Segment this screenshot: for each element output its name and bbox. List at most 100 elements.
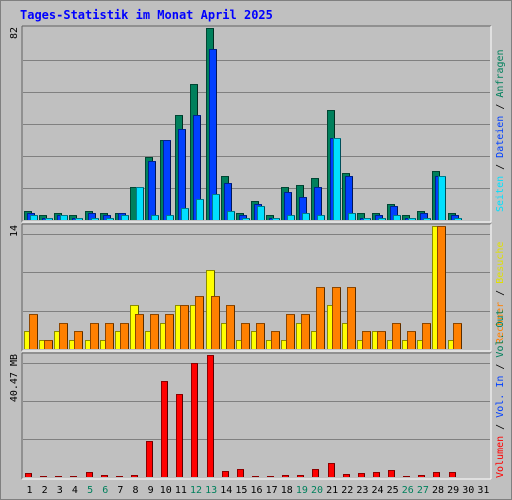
- bar-rechner-day-26: [407, 331, 416, 349]
- bar-seiten-day-9: [151, 215, 159, 220]
- bar-dateien-day-11: [178, 129, 186, 220]
- bar-dateien-day-13: [209, 49, 217, 220]
- bar-anfragen-day-4: [69, 215, 77, 220]
- panel-background: [22, 353, 491, 479]
- bar-dateien-day-10: [163, 140, 171, 220]
- x-tick-label-day-3: 3: [57, 485, 63, 496]
- bar-rechner-day-10: [165, 314, 174, 349]
- bar-rechner-day-15: [241, 323, 250, 349]
- bar-seiten-day-14: [227, 211, 235, 220]
- bar-volumen-day-25: [388, 470, 395, 477]
- bar-rechner-day-7: [120, 323, 129, 349]
- bar-dateien-day-24: [375, 215, 383, 220]
- panel-1: [21, 25, 492, 223]
- x-tick-label-day-8: 8: [132, 485, 138, 496]
- bar-rechner-day-3: [59, 323, 68, 349]
- bar-volumen-day-3: [55, 476, 62, 477]
- bar-volumen-day-1: [25, 473, 32, 477]
- bar-volumen-day-19: [297, 475, 304, 477]
- x-tick-label-day-11: 11: [175, 485, 187, 496]
- bar-rechner-day-12: [195, 296, 204, 349]
- x-tick-label-day-4: 4: [72, 485, 78, 496]
- x-tick-label-day-7: 7: [117, 485, 123, 496]
- legend-volumen: Volumen: [495, 436, 506, 478]
- bar-volumen-day-8: [131, 475, 138, 477]
- legend-visits-panel: Rechner / Besuche: [495, 242, 506, 344]
- bar-rechner-day-19: [301, 314, 310, 349]
- bar-volumen-day-14: [222, 471, 229, 477]
- x-tick-label-day-15: 15: [235, 485, 247, 496]
- bar-rechner-day-24: [377, 331, 386, 349]
- bar-seiten-day-10: [166, 215, 174, 220]
- x-tick-label-day-21: 21: [326, 485, 338, 496]
- x-tick-label-day-22: 22: [341, 485, 353, 496]
- x-tick-label-day-12: 12: [190, 485, 202, 496]
- bar-dateien-day-29: [451, 215, 459, 220]
- bar-rechner-day-13: [211, 296, 220, 349]
- bar-volumen-day-15: [237, 469, 244, 477]
- bar-seiten-day-7: [121, 215, 129, 220]
- legend-separator: /: [495, 98, 506, 116]
- bar-seiten-day-11: [181, 208, 189, 220]
- bar-seiten-day-16: [257, 206, 265, 220]
- bar-rechner-day-4: [74, 331, 83, 349]
- bar-rechner-day-8: [135, 314, 144, 349]
- bar-anfragen-day-23: [357, 213, 365, 220]
- bar-seiten-day-5: [91, 218, 99, 220]
- bar-rechner-day-11: [180, 305, 189, 349]
- x-tick-label-day-5: 5: [87, 485, 93, 496]
- bar-rechner-day-14: [226, 305, 235, 349]
- legend-vol-out: Vol. Out: [495, 309, 506, 357]
- x-tick-label-day-26: 26: [402, 485, 414, 496]
- bar-seiten-day-27: [423, 218, 431, 220]
- bar-volumen-day-18: [282, 475, 289, 477]
- bar-volumen-day-5: [86, 472, 93, 477]
- bar-rechner-day-22: [347, 287, 356, 349]
- bar-seiten-day-20: [317, 215, 325, 220]
- bar-volumen-day-26: [403, 476, 410, 477]
- legend-separator: /: [495, 284, 506, 302]
- panel-2: [21, 223, 492, 352]
- legend-vol-in: Vol. In: [495, 376, 506, 418]
- x-tick-label-day-24: 24: [372, 485, 384, 496]
- bar-seiten-day-8: [136, 187, 144, 220]
- legend-volume-panel: Volumen / Vol. In / Vol. Out: [495, 309, 506, 478]
- bar-volumen-day-7: [116, 476, 123, 477]
- x-tick-label-day-16: 16: [250, 485, 262, 496]
- bar-volumen-day-4: [70, 476, 77, 477]
- x-tick-label-day-27: 27: [417, 485, 429, 496]
- bar-volumen-day-12: [191, 363, 198, 477]
- bar-dateien-day-12: [193, 115, 201, 220]
- bar-dateien-day-19: [299, 197, 307, 220]
- bar-volumen-day-24: [373, 472, 380, 477]
- bar-rechner-day-23: [362, 331, 371, 349]
- chart-title: Tages-Statistik im Monat April 2025: [20, 8, 273, 22]
- bar-volumen-day-9: [146, 441, 153, 477]
- bar-dateien-day-6: [103, 215, 111, 220]
- x-tick-label-day-14: 14: [220, 485, 232, 496]
- bar-rechner-day-1: [29, 314, 38, 349]
- bar-rechner-day-16: [256, 323, 265, 349]
- bar-seiten-day-4: [75, 218, 83, 220]
- legend-seiten: Seiten: [495, 176, 506, 212]
- bar-volumen-day-28: [433, 472, 440, 477]
- bar-seiten-day-24: [378, 218, 386, 220]
- bar-seiten-day-13: [212, 194, 220, 220]
- bar-rechner-day-9: [150, 314, 159, 349]
- bar-seiten-day-28: [438, 176, 446, 220]
- bar-volumen-day-17: [267, 476, 274, 477]
- bar-seiten-day-2: [45, 218, 53, 220]
- x-tick-label-day-2: 2: [42, 485, 48, 496]
- bar-rechner-day-25: [392, 323, 401, 349]
- legend-dateien: Dateien: [495, 116, 506, 158]
- x-tick-label-day-29: 29: [447, 485, 459, 496]
- y-max-label-volume: 40.47 MB: [9, 354, 20, 402]
- x-tick-label-day-17: 17: [266, 485, 278, 496]
- y-max-label-visits: 14: [9, 225, 20, 237]
- x-tick-label-day-30: 30: [462, 485, 474, 496]
- bar-seiten-day-21: [333, 138, 341, 220]
- bar-dateien-day-5: [88, 213, 96, 220]
- bar-seiten-day-15: [242, 218, 250, 220]
- bar-seiten-day-23: [363, 218, 371, 220]
